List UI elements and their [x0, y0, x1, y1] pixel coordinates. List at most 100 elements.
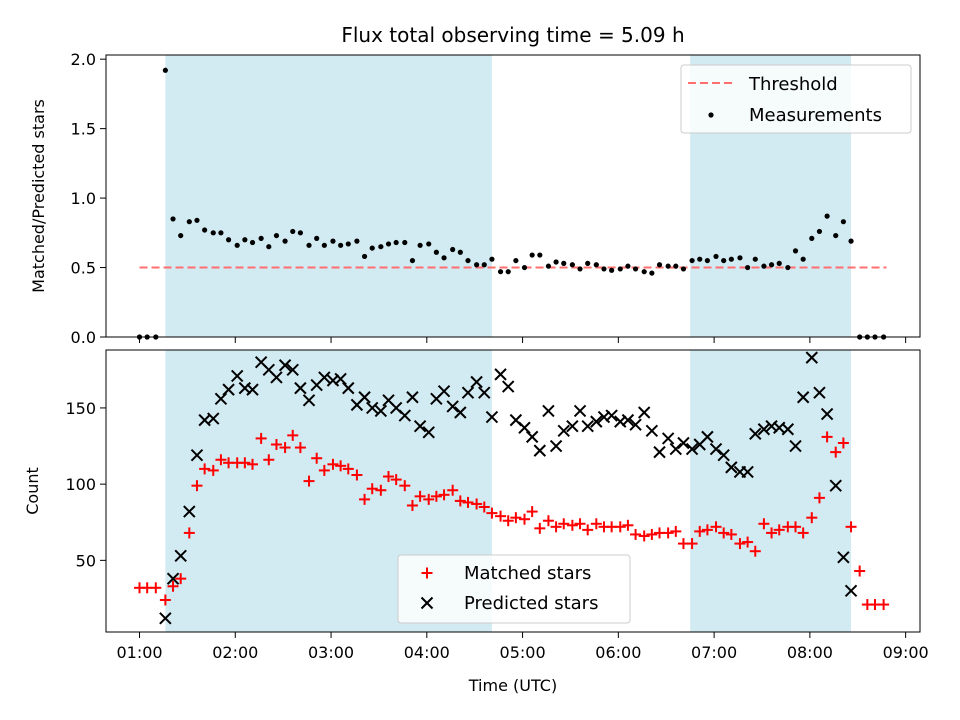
measurement-point: [378, 244, 384, 250]
matched-star-point: [287, 429, 299, 441]
matched-star-point: [430, 490, 442, 502]
matched-star-point: [191, 480, 203, 492]
measurement-point: [529, 252, 535, 258]
measurement-point: [632, 266, 639, 272]
matched-star-point: [183, 527, 195, 539]
matched-star-point: [406, 499, 418, 511]
matched-star-point: [462, 496, 474, 508]
matched-star-point: [486, 507, 498, 519]
measurement-point: [474, 262, 480, 268]
predicted-star-point: [174, 549, 187, 562]
legend-x-marker: [420, 596, 434, 610]
matched-star-point: [845, 521, 857, 533]
matched-star-point: [175, 573, 187, 585]
matched-star-point: [734, 538, 746, 550]
measurement-point: [593, 262, 599, 268]
predicted-star-point: [366, 401, 379, 415]
matched-star-point: [813, 492, 825, 504]
matched-star-point: [526, 506, 538, 518]
measurement-point: [737, 255, 743, 261]
matched-star-point: [686, 538, 698, 550]
predicted-star-point: [358, 391, 371, 404]
predicted-star-point: [605, 409, 618, 422]
measurement-point: [314, 235, 320, 241]
measurement-point: [809, 235, 815, 241]
predicted-star-point: [757, 423, 771, 436]
measurement-point: [601, 266, 607, 272]
predicted-star-point: [557, 424, 570, 437]
x-tick-label: 06:00: [595, 643, 641, 662]
predicted-star-point: [717, 448, 730, 462]
matched-star-point: [351, 469, 363, 481]
matched-star-point: [837, 437, 849, 449]
measurement-point: [409, 257, 416, 264]
bottom-plot-frame: [105, 349, 921, 633]
matched-star-point: [797, 527, 809, 539]
measurement-point: [330, 238, 336, 244]
measurement-points: [136, 67, 887, 340]
predicted-star-point: [677, 436, 690, 450]
measurement-point: [426, 241, 432, 247]
measurement-point: [680, 266, 687, 272]
matched-star-point: [263, 454, 275, 466]
bottom-legend: Matched stars Predicted stars: [397, 554, 631, 624]
predicted-star-point: [246, 383, 259, 396]
legend-predicted-swatch: [420, 596, 434, 610]
matched-star-point: [622, 519, 634, 531]
measurement-point: [225, 237, 232, 243]
matched-star-point: [878, 599, 890, 611]
matched-star-point: [359, 493, 371, 505]
measurement-point: [338, 242, 344, 248]
measurement-point: [785, 264, 791, 271]
matched-star-point: [670, 525, 682, 537]
matched-star-point: [630, 528, 642, 540]
matched-star-point: [478, 501, 490, 513]
measurement-point: [609, 267, 615, 273]
measurement-point: [673, 263, 679, 269]
measurement-point: [776, 260, 782, 266]
top-y-axis-ticks: 0.0 0.5 1.0 1.5 2.0: [71, 50, 106, 347]
measurement-point: [321, 242, 327, 248]
predicted-star-point: [709, 442, 723, 456]
matched-star-point: [342, 463, 354, 475]
ratio-panel: 0.00.51.01.52.0 Matched/Predicted stars …: [29, 50, 921, 347]
measurement-point: [816, 228, 823, 235]
measurement-point: [848, 238, 854, 244]
measurement-point: [186, 219, 192, 225]
predicted-star-point: [334, 372, 347, 386]
measurement-point: [258, 235, 264, 241]
legend-matched-swatch: [421, 567, 433, 579]
measurement-point: [178, 232, 184, 239]
top-y-tick-label: 1.0: [71, 189, 96, 208]
legend-predicted-label: Predicted stars: [464, 593, 598, 614]
top-y-tick-label: 1.5: [71, 120, 96, 139]
measurement-point: [402, 239, 408, 246]
matched-star-point: [590, 518, 602, 530]
measurement-point: [833, 232, 839, 239]
matched-star-point: [758, 518, 770, 530]
matched-stars-points: [134, 429, 890, 611]
bottom-y-tick-label: 150: [65, 399, 96, 418]
measurement-point: [585, 260, 591, 266]
predicted-star-point: [494, 368, 507, 381]
bottom-y-axis-ticks: 50 100 150: [65, 399, 106, 570]
x-tick-label: 03:00: [308, 643, 354, 662]
measurement-point: [457, 249, 463, 255]
measurement-point: [665, 263, 671, 269]
bottom-legend-box: [397, 554, 631, 624]
predicted-star-point: [837, 551, 850, 564]
matched-star-point: [614, 521, 626, 533]
measurement-point: [450, 246, 456, 253]
matched-star-point: [742, 536, 754, 548]
predicted-star-point: [230, 369, 244, 383]
matched-star-point: [710, 521, 722, 533]
predicted-star-point: [478, 386, 491, 399]
measurement-point: [354, 238, 360, 244]
predicted-star-point: [318, 371, 331, 384]
predicted-star-point: [637, 406, 651, 419]
measurement-point: [656, 262, 663, 268]
matched-star-point: [207, 464, 219, 476]
predicted-star-point: [621, 413, 635, 427]
matched-star-point: [199, 463, 211, 475]
bottom-y-axis-label: Count: [23, 467, 42, 515]
